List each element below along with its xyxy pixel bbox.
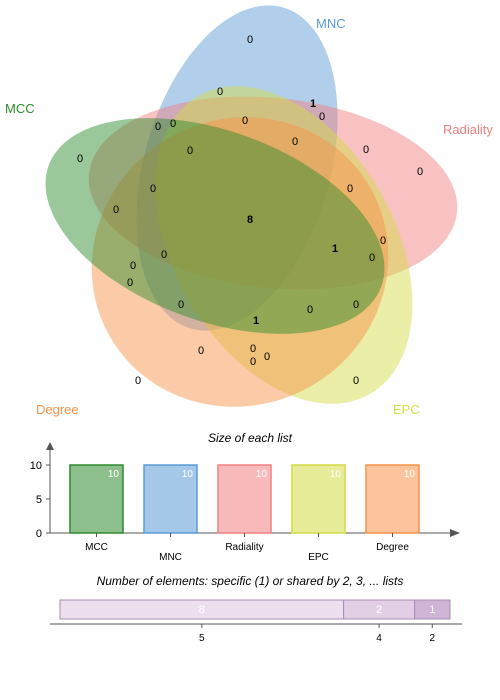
y-axis-ticks: 0 5 10 [30,460,50,540]
region-count: 0 [242,115,248,127]
region-count: 0 [150,183,156,195]
shared-elements-chart: Number of elements: specific (1) or shar… [50,574,462,644]
x-axis-arrow [450,529,460,537]
region-count: 0 [250,356,256,368]
region-count: 0 [353,375,359,387]
segment-count-label: 8 [199,604,205,616]
set-label-epc: EPC [393,402,420,417]
venn-set-labels: MNC Radiality EPC Degree MCC [5,16,493,417]
region-count: 0 [353,299,359,311]
region-count: 0 [161,249,167,261]
region-count: 0 [155,121,161,133]
ellipse-mnc [136,5,338,331]
segment-count-label: 2 [376,604,382,616]
set-label-radiality: Radiality [443,122,493,137]
category-label: Degree [376,542,409,553]
region-count: 0 [264,351,270,363]
region-count: 0 [130,260,136,272]
region-count: 0 [363,144,369,156]
ellipse-radiality [88,96,458,290]
region-count: 0 [247,34,253,46]
bar [291,464,346,534]
venn-ellipses [45,5,458,407]
shared-by-label: 2 [429,633,435,644]
region-count: 0 [369,252,375,264]
size-bars: 10 MCC 10 MNC 10 Radiality 10 EPC 10 Degree [69,464,420,563]
shared-segments: 8 5 2 4 1 2 [59,599,451,644]
shared-segment [414,599,451,620]
y-axis-arrow [46,442,54,450]
region-count: 0 [187,145,193,157]
bar [143,464,198,534]
region-count: 0 [319,111,325,123]
ellipse-mcc [45,118,385,334]
region-count: 0 [307,304,313,316]
region-count: 0 [127,277,133,289]
region-count: 0 [292,136,298,148]
region-count: 0 [250,343,256,355]
region-count: 0 [178,299,184,311]
region-count: 0 [347,183,353,195]
list-size-chart: Size of each list 0 5 10 10 MCC 10 MNC 10 Radia… [30,431,460,563]
region-count: 1 [332,243,338,255]
region-count: 0 [217,86,223,98]
region-count: 0 [77,153,83,165]
region-count: 0 [380,235,386,247]
y-tick-label: 10 [30,460,42,472]
region-count: 0 [417,166,423,178]
shared-by-label: 5 [199,633,205,644]
set-label-mnc: MNC [316,16,346,31]
ellipse-epc [155,86,413,404]
y-tick-label: 5 [36,494,42,506]
bar [365,464,420,534]
chart-title: Size of each list [208,431,293,445]
shared-by-label: 4 [376,633,382,644]
bar-value-label: 10 [404,469,416,480]
region-count: 0 [170,118,176,130]
bar-value-label: 10 [108,469,120,480]
category-label: MCC [85,542,108,553]
bar-value-label: 10 [182,469,194,480]
region-count: 8 [247,214,253,226]
ellipse-degree [91,117,389,407]
bar-value-label: 10 [330,469,342,480]
category-label: EPC [308,552,329,563]
category-label: Radiality [225,542,263,553]
category-label: MNC [159,552,182,563]
region-count: 0 [135,375,141,387]
set-label-mcc: MCC [5,101,35,116]
venn-region-counts: 0 0 1 0 0 0 0 0 0 0 0 0 0 0 8 0 0 1 0 0 … [77,34,423,387]
bar-value-label: 10 [256,469,268,480]
set-label-degree: Degree [36,402,79,417]
y-tick-label: 0 [36,528,42,540]
region-count: 1 [310,98,316,110]
region-count: 1 [253,315,259,327]
bar [217,464,272,534]
region-count: 0 [198,345,204,357]
region-count: 0 [113,204,119,216]
segment-count-label: 1 [429,604,435,616]
chart-title: Number of elements: specific (1) or shar… [97,574,404,588]
